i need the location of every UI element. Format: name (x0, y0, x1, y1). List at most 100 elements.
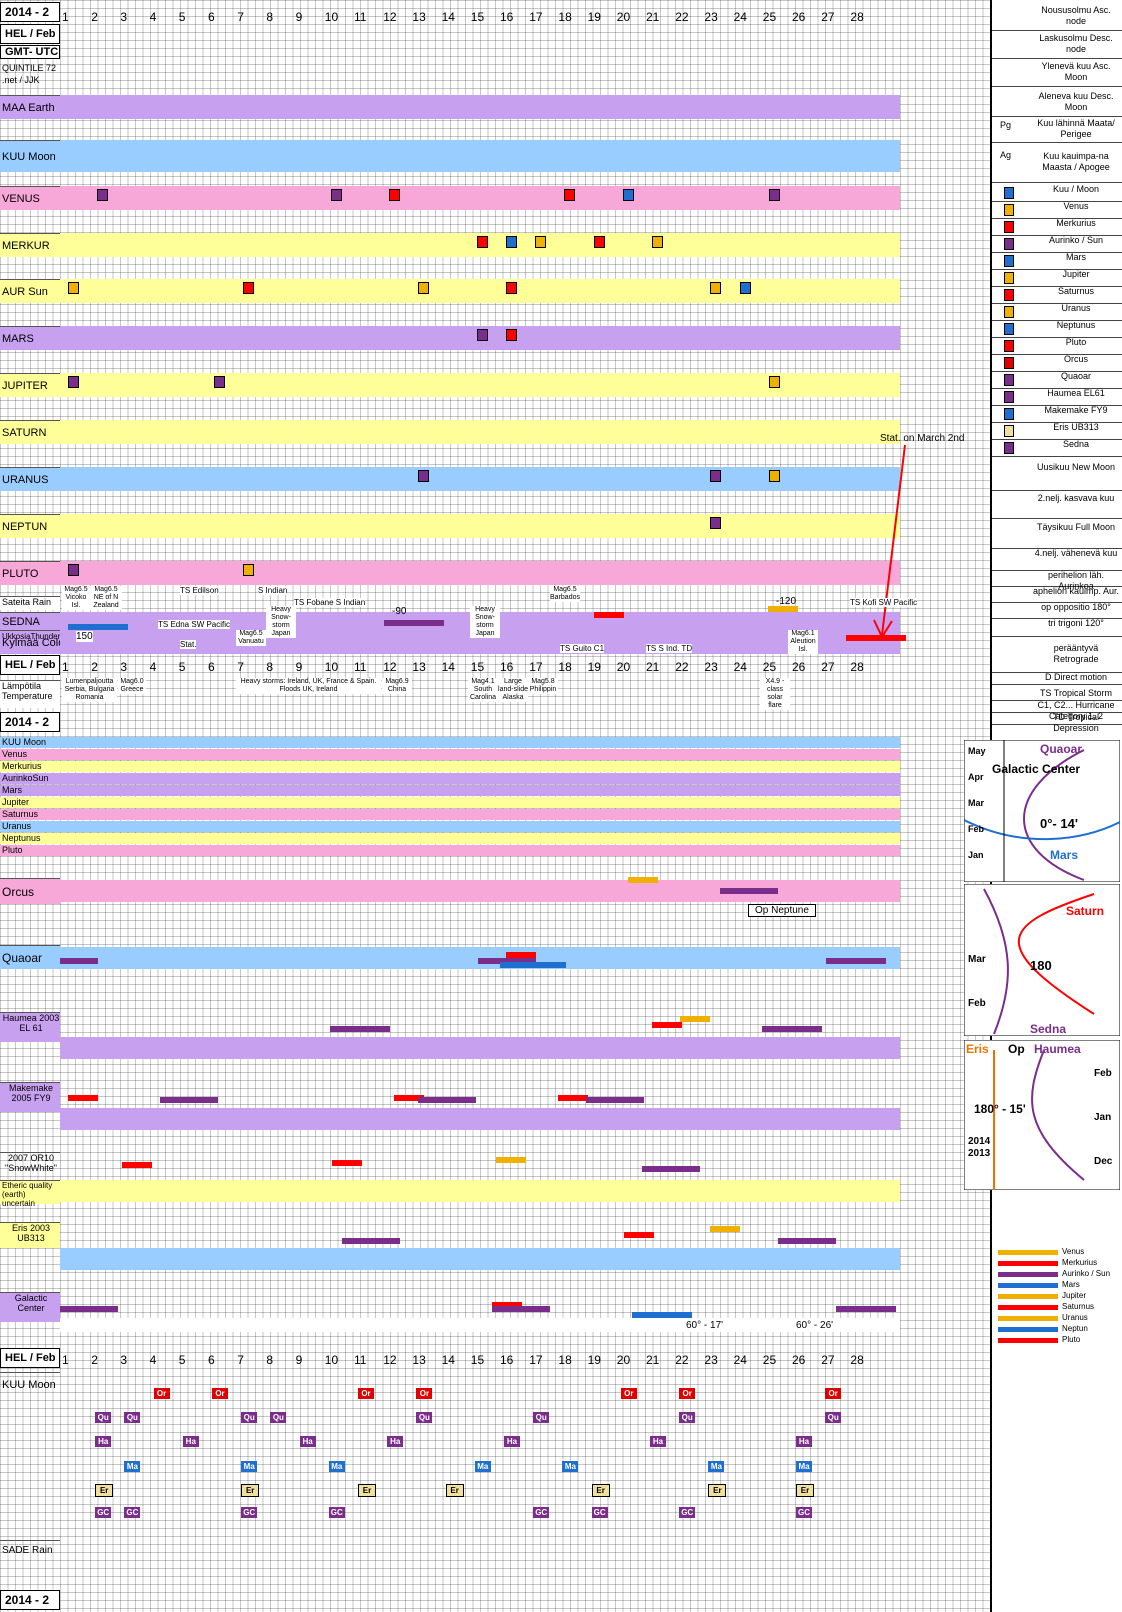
bottom-legend-label: Jupiter (1062, 1291, 1087, 1300)
aspect-band-jupiter (60, 797, 900, 808)
label-mars: MARS (0, 326, 60, 350)
day-num-top: 19 (587, 10, 601, 24)
lower-bar (778, 1238, 836, 1244)
aspect-square (739, 282, 751, 294)
legend-row-full-moon: Täysikuu Full Moon (992, 518, 1122, 549)
event-mag2: Mag6.5 NE of N Zealand (90, 586, 122, 610)
moon-aspect-tag: Ma (708, 1461, 725, 1472)
legend-swatch-saturnus (1004, 288, 1014, 301)
day-num-top: 16 (500, 10, 514, 24)
lower-bar (628, 877, 658, 883)
aspect-square (330, 189, 342, 201)
legend-row-tri: tri trigoni 120° (992, 618, 1122, 637)
lower-band-eris (60, 1248, 900, 1270)
day-num-mid: 10 (324, 660, 339, 674)
aspect-square (535, 236, 547, 248)
lower-label-haumea: Haumea 2003 EL 61 (0, 1012, 60, 1042)
day-num-bottom: 19 (587, 1353, 601, 1367)
legend-swatch-sun (1004, 237, 1014, 250)
bottom-legend-line (998, 1305, 1058, 1310)
legend-row-saturnus: Saturnus (992, 286, 1122, 304)
event-storm5: TS Kofi SW Pacific (850, 598, 918, 607)
day-num-top: 20 (616, 10, 631, 24)
day-num-bottom: 13 (412, 1353, 426, 1367)
day-num-mid: 20 (616, 660, 631, 674)
moon-aspect-tag: Ma (796, 1461, 812, 1472)
moon-aspect-tag: Ha (182, 1436, 199, 1447)
legend-text-makemake: Makemake FY9 (1044, 405, 1108, 415)
legend-text-apogee: Kuu kauimpa-na Maasta / Apogee (1042, 151, 1110, 172)
day-num-bottom: 24 (733, 1353, 747, 1367)
day-num-top: 13 (412, 10, 426, 24)
lower-bar (330, 1026, 390, 1032)
moon-aspect-tag: Qu (124, 1412, 141, 1423)
op-neptune: Op Neptune (748, 904, 816, 917)
legend-text-eris: Eris UB313 (1053, 422, 1099, 432)
hel-feb-label-3: HEL / Feb (0, 1348, 60, 1368)
legend-text-perihelion: perihelion läh. Aurinkoa (1047, 570, 1105, 591)
legend-text-ts: TS Tropical Storm (1039, 688, 1113, 698)
sedna-bar-red (594, 612, 624, 618)
event-storms: Heavy storms: Ireland, UK, France & Spai… (236, 678, 381, 694)
legend-text-mars: Mars (1066, 252, 1086, 262)
day-num-bottom: 25 (762, 1353, 777, 1367)
band-neptun (60, 514, 900, 538)
legend-row-waning: 4.nelj. vähenevä kuu (992, 548, 1122, 571)
d3-angle: 180° - 15' (974, 1102, 1026, 1116)
moon-aspect-tag: Ha (650, 1436, 666, 1447)
moon-aspect-tag: Or (679, 1388, 696, 1399)
bottom-legend-line (998, 1272, 1058, 1277)
lower-band-makemake (60, 1108, 900, 1130)
legend-text-neptunus: Neptunus (1056, 320, 1096, 330)
bottom-legend-label: Uranus (1062, 1313, 1088, 1322)
lower-band-orcus (60, 880, 900, 902)
header-title-3: 2014 - 2 (0, 1590, 60, 1610)
moon-aspect-tag: GC (328, 1507, 345, 1518)
day-num-bottom: 2 (91, 1353, 98, 1367)
lower-bar (122, 1162, 152, 1168)
bottom-legend-line (998, 1283, 1058, 1288)
legend-swatch-moon (1004, 186, 1014, 199)
legend-swatch-jupiter (1004, 271, 1014, 284)
bottom-legend-line (998, 1316, 1058, 1321)
legend-text-pluto: Pluto (1065, 337, 1087, 347)
day-num-mid: 22 (675, 660, 689, 674)
label-jupiter: JUPITER (0, 373, 60, 397)
moon-aspect-tag: GC (124, 1507, 141, 1518)
band-kuu (60, 140, 900, 172)
label-sedna: SEDNA (0, 612, 60, 630)
lower-label-orcus: Orcus (0, 878, 60, 904)
day-num-mid: 2 (91, 660, 98, 674)
day-num-bottom: 9 (295, 1353, 303, 1367)
moon-aspect-tag: Or (416, 1388, 433, 1399)
legend-text-retro: peräänty­vä Retrograde (1053, 643, 1099, 664)
quaoar-mars-diagram (964, 740, 1120, 882)
day-num-top: 3 (120, 10, 128, 24)
day-num-mid: 21 (646, 660, 660, 674)
legend-swatch-mars (1004, 254, 1014, 267)
lower-bar (586, 1097, 644, 1103)
d1-mars: Mars (1050, 848, 1079, 862)
event-mag3: Mag6.5 Vanuatu (236, 630, 266, 646)
lower-bar (492, 1302, 522, 1308)
event-storm3: TS Edna SW Pacific (158, 620, 231, 629)
legend-swatch-pluto (1004, 339, 1014, 352)
band-uranus (60, 467, 900, 491)
quintile-label: QUINTILE 72 .net / JJK (2, 63, 57, 85)
legend-text-orcus: Orcus (1063, 354, 1088, 364)
day-num-bottom: 4 (149, 1353, 157, 1367)
lower-label-kuu: KUU Moon (0, 1372, 60, 1396)
day-num-bottom: 23 (704, 1353, 718, 1367)
day-num-bottom: 12 (383, 1353, 397, 1367)
lower-bar (710, 1226, 740, 1232)
day-num-mid: 16 (500, 660, 514, 674)
day-num-top: 1 (62, 10, 69, 24)
lower-bar (418, 1097, 476, 1103)
band-venus (60, 186, 900, 210)
aspect-band-pluto (60, 845, 900, 856)
day-num-mid: 12 (383, 660, 397, 674)
d1-gc: Galactic Center (992, 762, 1081, 776)
band-aur (60, 279, 900, 303)
lower-bar (496, 1157, 526, 1163)
event-lump: Lumenpaljoutta Serbia, Bulgaria Romania (62, 678, 117, 702)
